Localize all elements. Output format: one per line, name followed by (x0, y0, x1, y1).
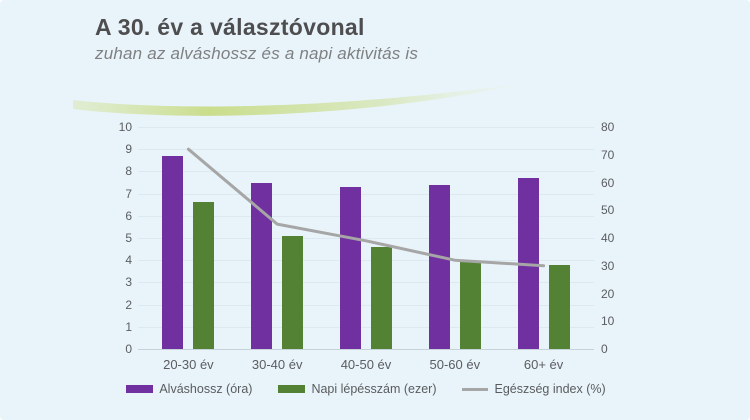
page-subtitle: zuhan az alváshossz és a napi aktivitás … (95, 44, 419, 63)
sleep-bar (162, 155, 184, 349)
left-axis-tick: 5 (125, 231, 132, 245)
right-axis-tick: 40 (601, 231, 615, 245)
combo-chart: 0 1 2 3 4 5 6 7 8 9 10 0 10 20 30 40 50 60 70 80 20-30 év 3… (119, 120, 615, 372)
x-axis-category-label: 20-30 év (163, 357, 214, 372)
gridline (138, 238, 594, 239)
gridline (138, 349, 594, 350)
legend-color-swatch (126, 385, 154, 393)
legend-item-health: Egészség index (%) (462, 382, 606, 396)
right-axis-tick: 20 (601, 286, 615, 301)
steps-bar (548, 264, 570, 349)
steps-bar (459, 262, 481, 349)
left-axis-tick: 8 (125, 164, 132, 179)
gridline (138, 282, 594, 284)
gridline (138, 193, 594, 195)
right-axis-tick: 70 (601, 147, 615, 162)
left-axis-tick: 7 (125, 186, 132, 201)
steps-bar (193, 202, 215, 349)
steps-bar (282, 235, 304, 349)
left-axis-tick: 10 (118, 120, 132, 134)
right-axis-tick: 80 (601, 120, 615, 134)
health-index-line (186, 147, 546, 268)
sleep-bar (251, 182, 273, 349)
legend-label: Alváshossz (óra) (159, 382, 253, 396)
gridline (138, 127, 594, 128)
x-axis-category-label: 40-50 év (340, 357, 392, 372)
gridline (138, 171, 594, 173)
gridline (138, 304, 594, 306)
x-axis-category-label: 30-40 év (251, 357, 303, 372)
steps-bar (371, 246, 392, 349)
legend-line-swatch (462, 387, 489, 391)
gridline (138, 149, 594, 151)
left-axis-tick: 2 (125, 297, 132, 312)
right-axis-tick: 10 (601, 314, 615, 329)
x-axis-category-label: 60+ év (523, 357, 564, 372)
right-axis-tick: 50 (601, 203, 615, 218)
sleep-bar (340, 186, 361, 349)
legend-label: Napi lépésszám (ezer) (311, 382, 437, 396)
chart-header: A 30. év a választóvonal zuhan az alvásh… (95, 14, 418, 64)
left-axis-tick: 0 (125, 342, 132, 356)
swoosh-shape (73, 83, 526, 116)
gridline (138, 326, 594, 328)
right-axis-tick: 60 (601, 175, 615, 190)
left-axis-tick: 9 (125, 142, 132, 157)
right-axis-tick: 0 (601, 342, 608, 356)
left-axis-tick: 3 (125, 275, 132, 290)
left-axis-tick: 6 (125, 208, 132, 223)
sleep-bar (428, 184, 450, 349)
legend-item-steps: Napi lépésszám (ezer) (278, 382, 436, 396)
page-title: A 30. év a választóvonal (95, 14, 365, 40)
left-axis-tick: 4 (125, 253, 132, 268)
gridline (138, 260, 594, 262)
right-axis-tick: 30 (601, 258, 615, 273)
left-axis-tick: 1 (125, 319, 132, 334)
legend-label: Egészség index (%) (494, 382, 606, 396)
legend-color-swatch (278, 385, 306, 393)
chart-legend: Alváshossz (óra) Napi lépésszám (ezer) Egé… (126, 382, 606, 396)
gridline (138, 215, 594, 217)
decorative-swoosh-graphic (73, 83, 526, 116)
health-line (186, 147, 546, 268)
legend-item-sleep: Alváshossz (óra) (126, 382, 252, 396)
x-axis-category-label: 50-60 év (429, 357, 481, 372)
